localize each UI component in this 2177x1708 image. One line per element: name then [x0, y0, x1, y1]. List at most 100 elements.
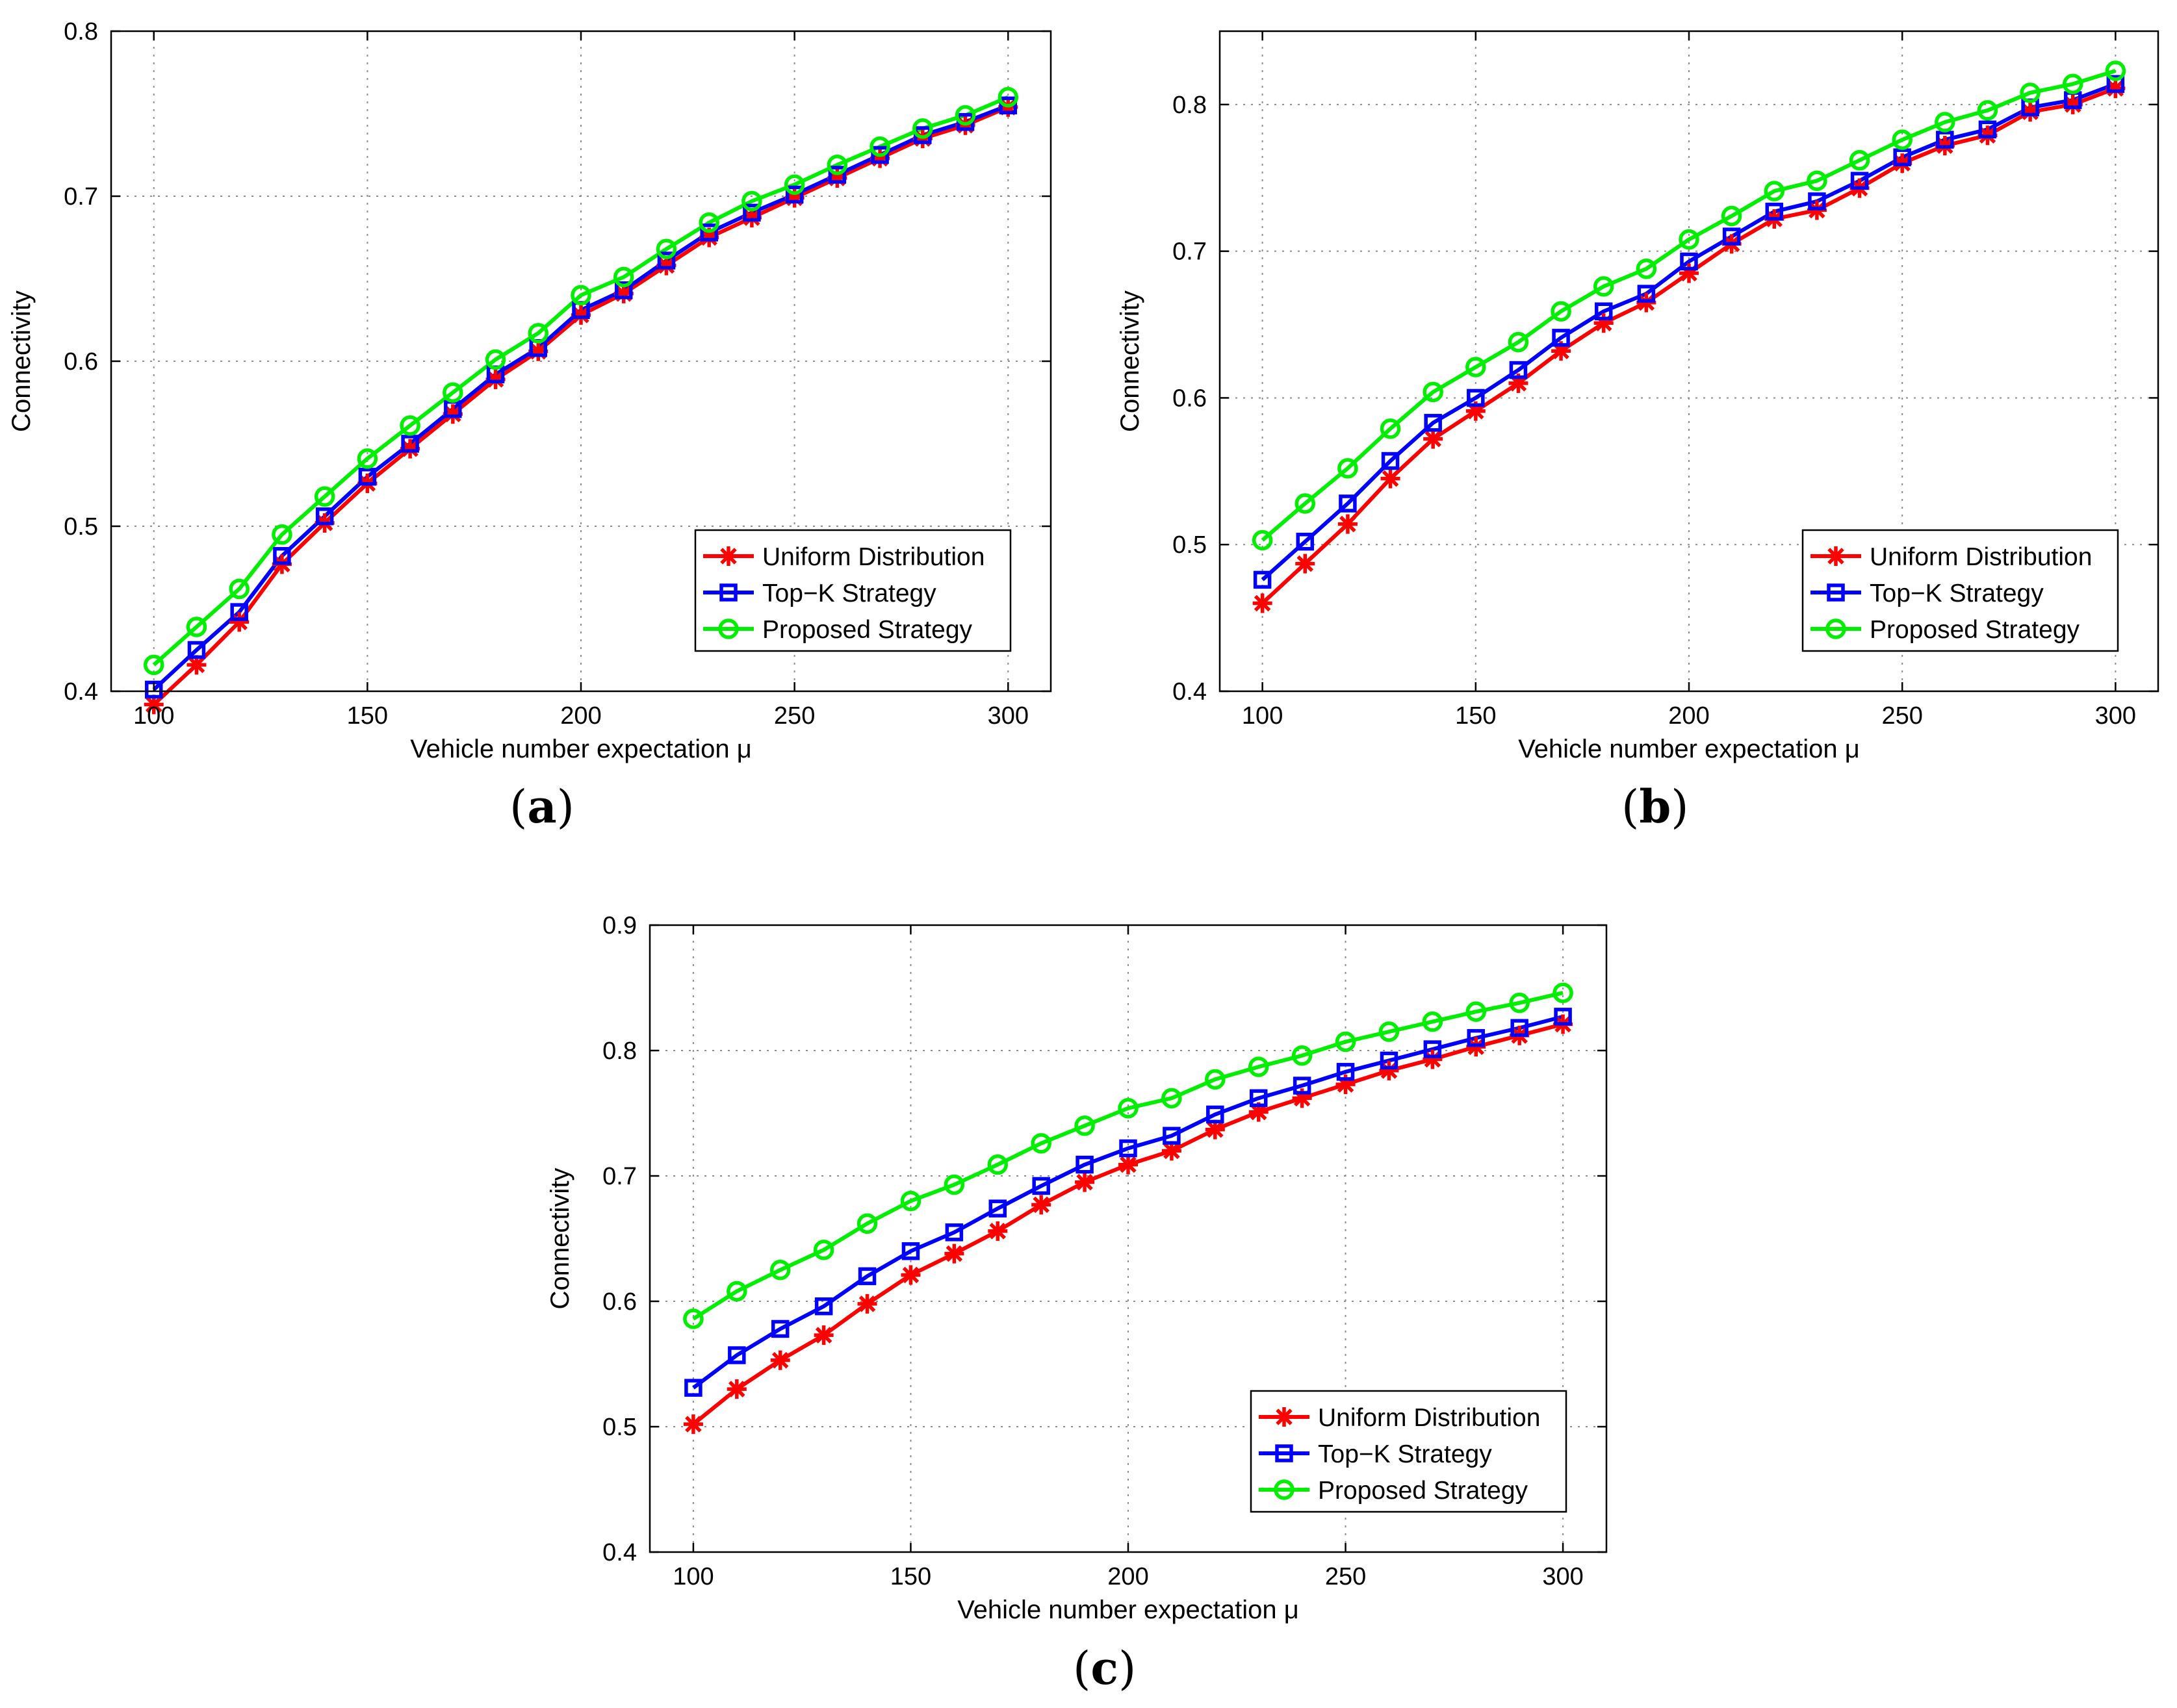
- marker-proposed-16: [1378, 1021, 1400, 1042]
- marker-proposed-9: [528, 323, 549, 344]
- y-tick-label: 0.6: [64, 348, 98, 376]
- x-tick-label: 150: [1455, 702, 1496, 730]
- marker-proposed-14: [1849, 149, 1870, 171]
- legend-item-uniform: Uniform Distribution: [703, 543, 985, 571]
- marker-proposed-16: [1935, 112, 1955, 133]
- marker-topk-0: [1253, 570, 1272, 589]
- y-tick-label: 0.4: [602, 1539, 637, 1566]
- marker-proposed-10: [571, 285, 591, 306]
- series-line-proposed: [692, 991, 1564, 1321]
- marker-proposed-4: [1423, 381, 1443, 403]
- marker-topk-12: [1206, 1105, 1224, 1124]
- marker-uniform-3: [814, 1325, 834, 1345]
- marker-proposed-0: [683, 1308, 704, 1329]
- marker-proposed-11: [1161, 1088, 1182, 1109]
- marker-uniform-8: [1031, 1195, 1051, 1215]
- y-tick-label: 0.5: [64, 513, 98, 541]
- marker-uniform-3: [1380, 468, 1400, 489]
- marker-uniform-4: [1423, 429, 1443, 449]
- marker-proposed-15: [1892, 129, 1913, 150]
- y-tick-label: 0.7: [1172, 238, 1207, 266]
- marker-topk-6: [401, 435, 419, 453]
- marker-topk-1: [1296, 532, 1315, 551]
- marker-proposed-6: [1508, 331, 1529, 353]
- chart-panel-c: 100 150 200 250 300 0.4 0.5 0.6 0.7 0.8 0.9 Vehicle…: [546, 912, 1608, 1624]
- marker-topk-1: [187, 641, 206, 659]
- marker-proposed-9: [1074, 1115, 1095, 1136]
- marker-topk-legend: [1275, 1444, 1293, 1462]
- marker-proposed-10: [1679, 229, 1699, 250]
- marker-proposed-19: [2062, 73, 2083, 95]
- marker-topk-9: [1076, 1155, 1094, 1174]
- marker-topk-17: [871, 146, 889, 164]
- marker-topk-10: [1680, 252, 1698, 271]
- y-tick-label: 0.4: [64, 678, 98, 706]
- y-axis-label: Connectivity: [1116, 290, 1144, 432]
- x-tick-label: 250: [1325, 1563, 1366, 1590]
- marker-topk-20: [2106, 75, 2125, 94]
- marker-proposed-legend: [1274, 1479, 1295, 1500]
- marker-topk-6: [945, 1223, 964, 1242]
- series-line-proposed: [1261, 69, 2117, 542]
- legend: Uniform Distribution Top−K Strategy Propos…: [1250, 1390, 1567, 1513]
- marker-proposed-15: [784, 174, 805, 195]
- y-tick-label: 0.7: [602, 1163, 637, 1190]
- legend-item-uniform: Uniform Distribution: [1810, 543, 2092, 571]
- marker-topk-3: [273, 546, 291, 565]
- marker-proposed-6: [400, 415, 420, 436]
- series-markers-topk: [1253, 75, 2125, 589]
- legend-label: Proposed Strategy: [1318, 1477, 1528, 1505]
- marker-topk-13: [1249, 1089, 1268, 1108]
- marker-proposed-3: [272, 524, 292, 545]
- x-tick-label: 300: [988, 702, 1029, 730]
- caption-a: (a): [509, 780, 574, 834]
- marker-proposed-11: [613, 266, 634, 288]
- marker-proposed-0: [1252, 529, 1273, 551]
- y-tick-label: 0.8: [602, 1038, 637, 1065]
- marker-topk-1: [728, 1346, 746, 1364]
- chart-panel-b: 100 150 200 250 300 0.4 0.5 0.6 0.7 0.8 Vehicle nu…: [1116, 30, 2159, 763]
- marker-uniform-7: [988, 1221, 1008, 1241]
- marker-proposed-6: [944, 1174, 965, 1195]
- marker-uniform-13: [1248, 1102, 1269, 1122]
- marker-topk-15: [1336, 1063, 1355, 1081]
- series-line-topk: [692, 1014, 1564, 1390]
- marker-proposed-legend: [718, 618, 739, 639]
- marker-topk-10: [1119, 1139, 1137, 1158]
- marker-proposed-20: [1552, 982, 1573, 1003]
- marker-proposed-20: [2105, 60, 2126, 81]
- marker-topk-2: [1339, 494, 1357, 513]
- marker-topk-16: [1380, 1051, 1398, 1070]
- y-axis-label: Connectivity: [7, 290, 36, 432]
- marker-proposed-1: [186, 617, 207, 637]
- y-tick-label: 0.8: [1172, 92, 1207, 119]
- marker-proposed-5: [1465, 357, 1486, 377]
- marker-uniform-5: [901, 1265, 921, 1285]
- legend-item-uniform: Uniform Distribution: [1259, 1404, 1540, 1432]
- legend-item-topk: Top−K Strategy: [703, 580, 936, 607]
- marker-topk-14: [1850, 172, 1869, 190]
- y-axis-label: Connectivity: [546, 1168, 574, 1310]
- marker-proposed-7: [1551, 301, 1571, 322]
- marker-topk-11: [1722, 227, 1741, 246]
- marker-proposed-12: [1764, 181, 1785, 201]
- marker-topk-3: [814, 1297, 833, 1316]
- marker-topk-5: [901, 1242, 920, 1260]
- legend-item-topk: Top−K Strategy: [1259, 1440, 1492, 1468]
- marker-proposed-0: [143, 654, 164, 676]
- x-tick-label: 300: [2095, 702, 2136, 730]
- marker-proposed-17: [1422, 1011, 1443, 1032]
- series-markers-topk: [684, 1008, 1572, 1397]
- marker-uniform-10: [1118, 1154, 1138, 1175]
- legend: Uniform Distribution Top−K Strategy Propos…: [694, 529, 1012, 652]
- legend: Uniform Distribution Top−K Strategy Propos…: [1801, 529, 2119, 652]
- marker-topk-14: [1293, 1077, 1311, 1095]
- marker-topk-20: [999, 96, 1018, 115]
- marker-topk-4: [1424, 414, 1442, 432]
- marker-topk-18: [1467, 1028, 1486, 1047]
- marker-proposed-7: [987, 1154, 1009, 1175]
- marker-uniform-1: [727, 1379, 747, 1399]
- marker-uniform-0: [683, 1414, 703, 1434]
- marker-topk-6: [1509, 361, 1528, 379]
- marker-uniform-2: [1337, 514, 1358, 534]
